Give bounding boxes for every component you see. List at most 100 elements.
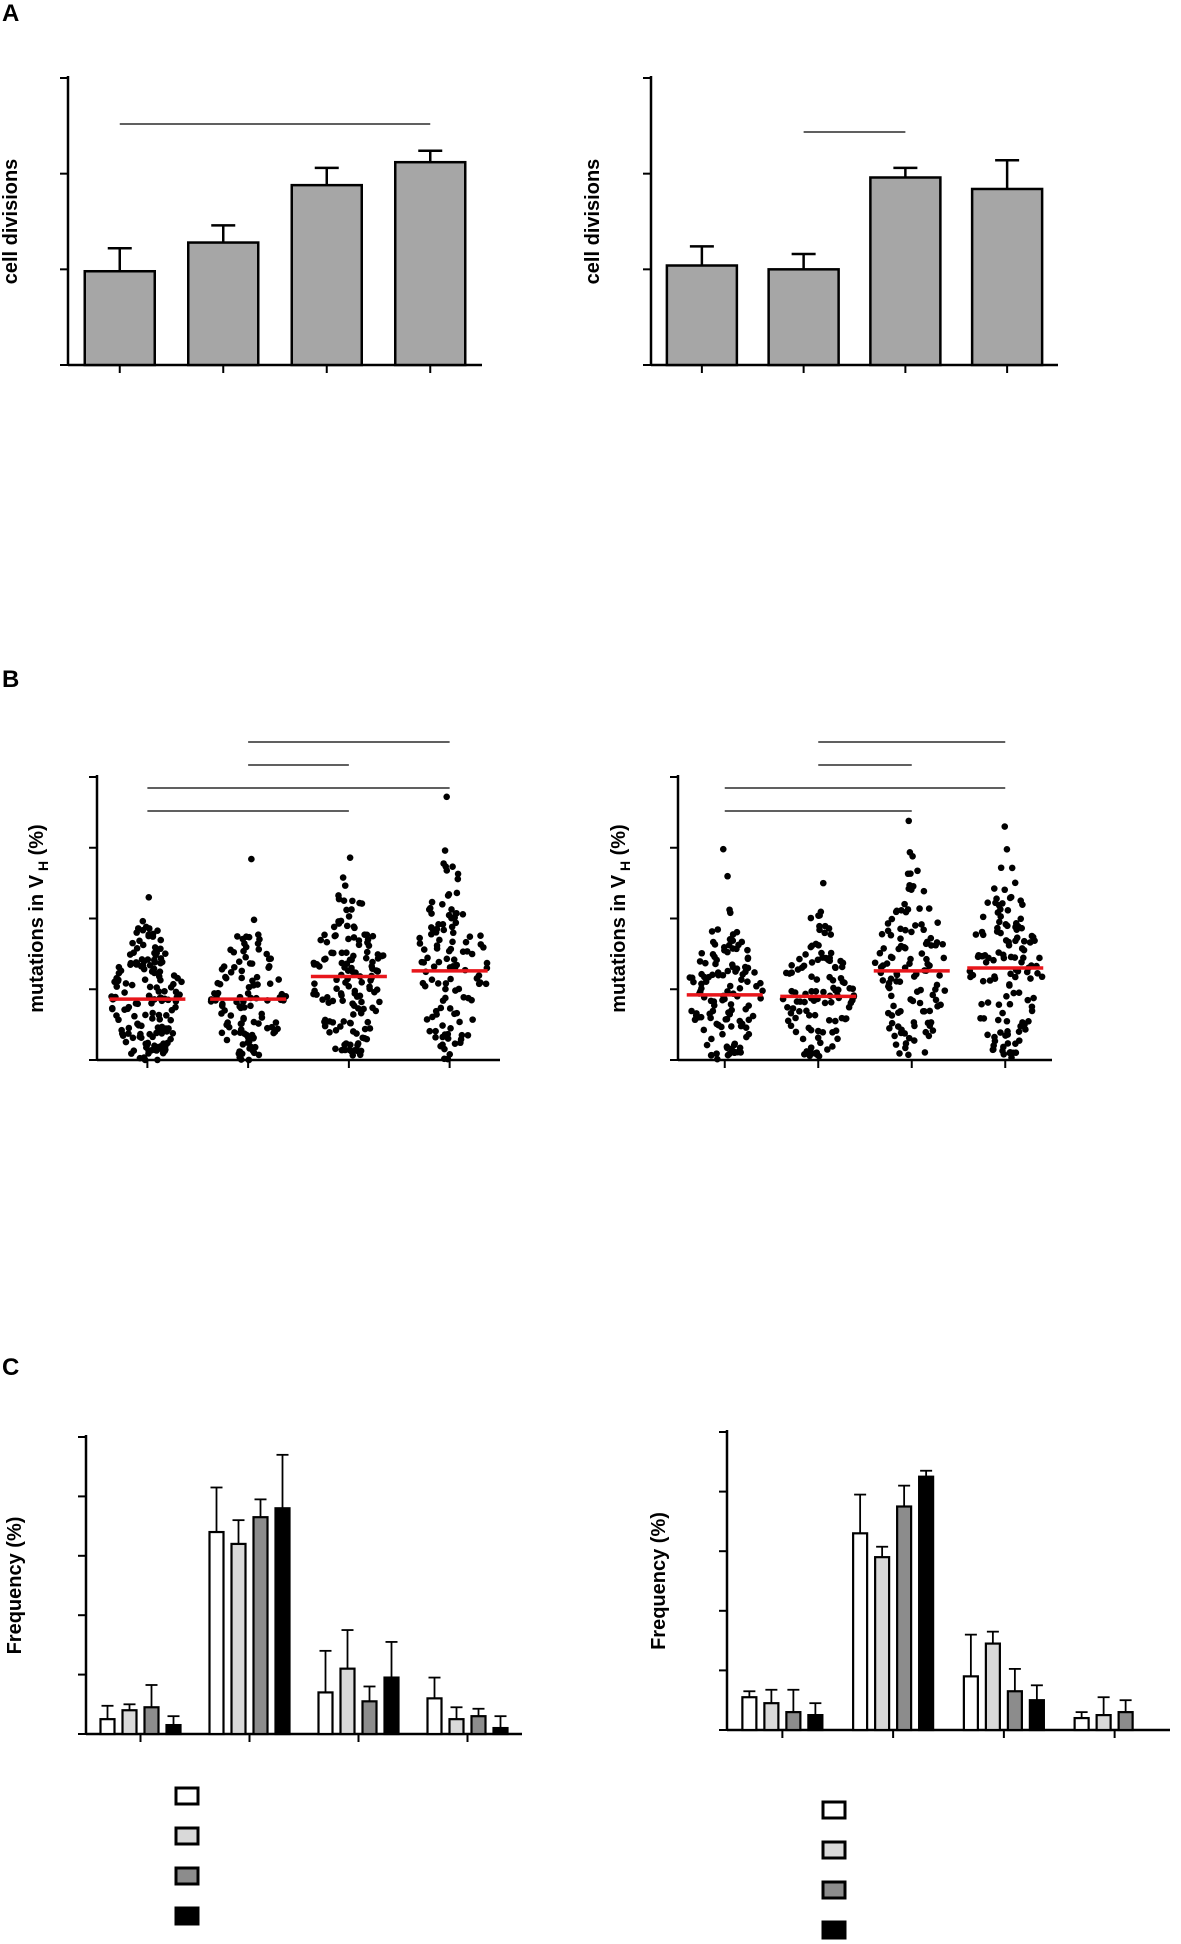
legend-swatch — [821, 1920, 847, 1940]
data-point — [343, 960, 351, 967]
y-axis-label: mutations in V H (%) — [26, 824, 51, 1012]
data-point — [737, 1049, 745, 1056]
data-point — [787, 1009, 795, 1017]
data-point — [460, 993, 468, 1001]
data-point — [709, 971, 716, 979]
data-point — [816, 922, 823, 930]
y-axis-label: cell divisions — [582, 159, 604, 285]
data-point — [169, 1029, 177, 1037]
data-point — [896, 978, 904, 985]
data-point — [253, 973, 261, 981]
bar — [962, 1675, 979, 1732]
data-point — [917, 986, 924, 994]
data-point — [724, 872, 731, 880]
data-point — [455, 985, 463, 993]
data-point — [801, 1051, 808, 1058]
data-point — [802, 951, 809, 958]
data-point — [891, 1032, 898, 1040]
data-point — [245, 1038, 253, 1046]
data-point — [890, 1002, 897, 1010]
bar — [317, 1691, 334, 1736]
data-point — [416, 934, 423, 942]
data-point — [744, 978, 751, 986]
data-point — [811, 1011, 819, 1019]
data-point — [883, 960, 891, 967]
bar — [290, 183, 363, 367]
data-point — [466, 933, 474, 941]
data-point — [1038, 973, 1046, 981]
data-point — [884, 927, 892, 935]
data-point — [349, 897, 356, 905]
data-point — [969, 971, 977, 979]
data-point — [356, 1051, 364, 1059]
data-point — [888, 992, 895, 1000]
data-point — [984, 999, 992, 1006]
data-point — [1004, 907, 1012, 914]
data-point — [807, 914, 815, 922]
data-point — [985, 954, 992, 962]
bar — [1028, 1699, 1045, 1732]
data-point — [443, 867, 451, 874]
data-point — [897, 1007, 904, 1015]
data-point — [910, 1019, 918, 1026]
data-point — [445, 911, 453, 919]
data-point — [348, 956, 355, 964]
data-point — [905, 817, 913, 825]
data-point — [784, 1017, 792, 1025]
data-point — [794, 966, 802, 973]
legend-swatch — [821, 1880, 847, 1900]
data-point — [696, 958, 704, 965]
data-point — [153, 1029, 160, 1037]
data-point — [346, 1046, 353, 1054]
data-point — [366, 1025, 374, 1032]
data-point — [923, 938, 931, 946]
data-point — [221, 1007, 228, 1014]
data-point — [231, 963, 238, 971]
data-point — [122, 980, 130, 987]
data-point — [1022, 1026, 1029, 1033]
data-point — [475, 972, 483, 979]
data-point — [909, 852, 916, 860]
data-point — [901, 900, 908, 908]
data-point — [432, 1007, 440, 1015]
data-point — [897, 935, 904, 942]
data-point — [921, 1049, 929, 1056]
y-axis-label-main: mutations in V — [608, 874, 630, 1012]
data-point — [142, 1011, 149, 1019]
data-point — [341, 1041, 348, 1049]
data-point — [788, 961, 796, 969]
data-point — [920, 887, 928, 895]
bar — [984, 1642, 1001, 1732]
data-point — [369, 932, 377, 940]
data-point — [482, 980, 490, 988]
data-point — [1012, 937, 1019, 945]
data-point — [910, 1037, 918, 1044]
data-point — [170, 980, 177, 988]
data-point — [907, 870, 914, 877]
data-point — [109, 1005, 116, 1013]
data-point — [829, 977, 837, 984]
data-point — [477, 932, 484, 939]
bar — [208, 1530, 225, 1736]
data-point — [113, 983, 121, 990]
data-point — [153, 984, 161, 991]
data-point — [128, 981, 136, 989]
bar — [143, 1706, 160, 1736]
data-point — [688, 1007, 695, 1015]
data-point — [1025, 1017, 1032, 1025]
data-point — [361, 1035, 368, 1042]
data-point — [1004, 1040, 1012, 1047]
data-point — [876, 949, 884, 957]
data-point — [879, 977, 887, 984]
data-point — [849, 985, 857, 993]
data-point — [121, 989, 128, 996]
data-point — [698, 985, 705, 992]
data-point — [341, 882, 349, 889]
data-point — [994, 1016, 1002, 1024]
data-point — [1012, 1040, 1019, 1047]
data-point — [940, 954, 948, 962]
data-point — [975, 951, 982, 959]
data-point — [721, 995, 728, 1003]
data-point — [125, 1024, 133, 1032]
y-axis-label: Frequency (%) — [4, 1517, 26, 1655]
